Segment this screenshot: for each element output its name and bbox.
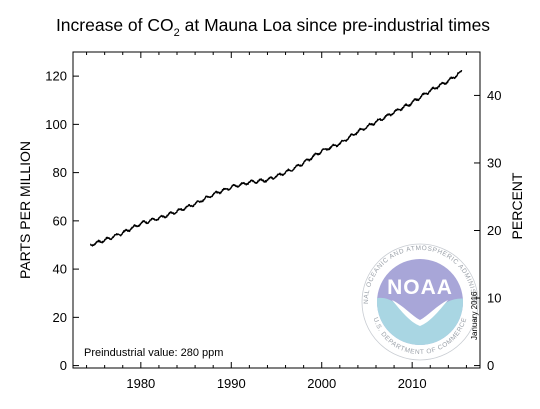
chart-title-main: Increase of CO bbox=[56, 15, 174, 35]
left-tick-label: 40 bbox=[53, 262, 67, 277]
left-axis: 0 20 40 60 80 100 120 bbox=[45, 69, 79, 373]
preindustrial-annotation: Preindustrial value: 280 ppm bbox=[84, 347, 223, 359]
logo-wordmark: NOAA bbox=[387, 276, 453, 299]
left-tick-label: 0 bbox=[60, 358, 67, 373]
x-tick-label: 1980 bbox=[126, 376, 155, 391]
x-tick-label: 2000 bbox=[307, 376, 336, 391]
right-axis: 0 10 20 30 40 bbox=[474, 88, 501, 373]
left-tick-label: 20 bbox=[53, 310, 67, 325]
chart-title-subscript: 2 bbox=[174, 27, 180, 39]
left-tick-label: 100 bbox=[45, 117, 67, 132]
logo-bird-icon bbox=[392, 300, 448, 326]
x-tick-label: 2010 bbox=[398, 376, 427, 391]
right-tick-label: 10 bbox=[487, 291, 501, 306]
right-tick-label: 30 bbox=[487, 155, 501, 170]
chart-title: Increase of CO2 at Mauna Loa since pre-i… bbox=[56, 15, 490, 39]
chart-title-rest: at Mauna Loa since pre-industrial times bbox=[180, 15, 491, 35]
left-axis-title: PARTS PER MILLION bbox=[17, 141, 33, 279]
right-tick-label: 40 bbox=[487, 88, 501, 103]
left-tick-label: 80 bbox=[53, 165, 67, 180]
co2-series-line bbox=[89, 69, 463, 247]
noaa-logo: NOAA NATIONAL OCEANIC AND ATMOSPHERIC AD… bbox=[0, 0, 479, 361]
plot-frame bbox=[72, 51, 481, 369]
x-tick-label: 1990 bbox=[217, 376, 246, 391]
right-tick-label: 0 bbox=[487, 358, 494, 373]
bottom-axis: 1980 1990 2000 2010 bbox=[86, 52, 467, 391]
date-note: January 2016 bbox=[470, 291, 479, 340]
left-tick-label: 120 bbox=[45, 69, 67, 84]
right-tick-label: 20 bbox=[487, 223, 501, 238]
right-axis-title: PERCENT bbox=[509, 172, 525, 239]
left-tick-label: 60 bbox=[53, 213, 67, 228]
